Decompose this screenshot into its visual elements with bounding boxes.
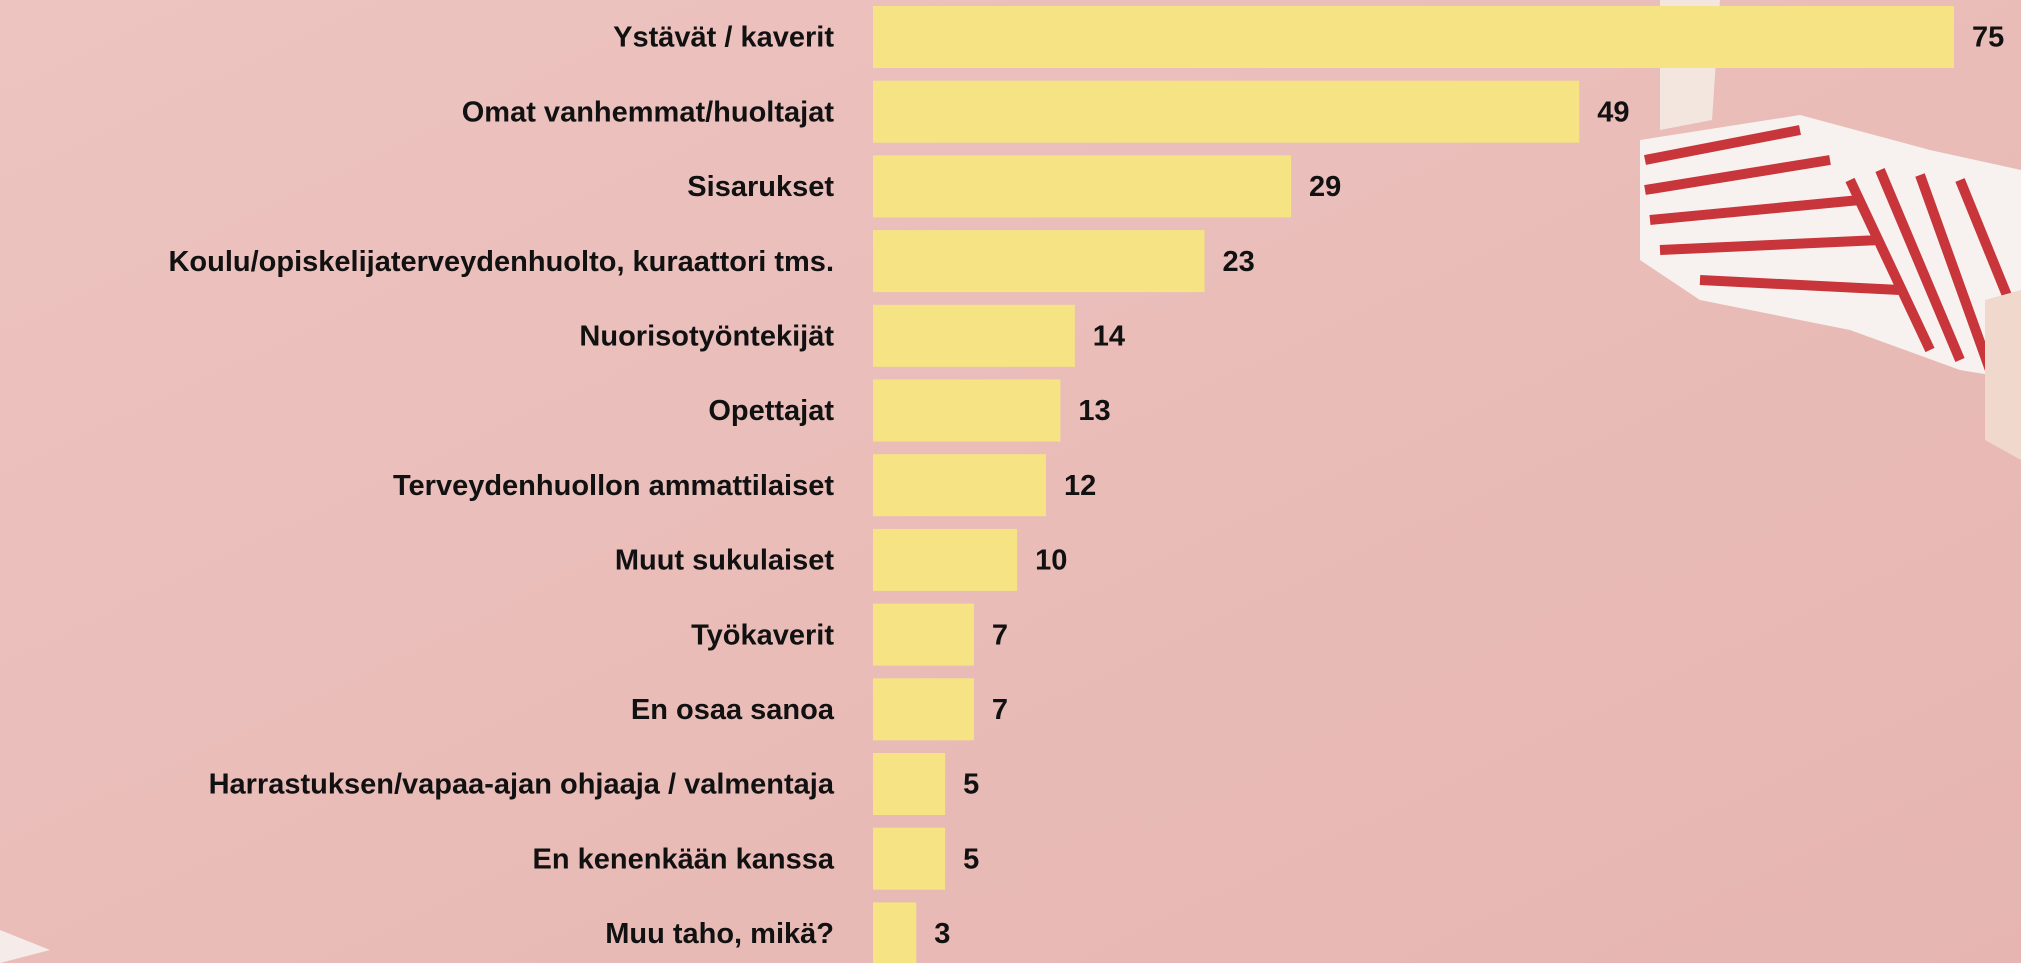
category-label: Työkaverit [691,619,834,651]
value-label: 49 [1597,96,1629,128]
category-label: Sisarukset [687,171,834,203]
bar [873,828,945,890]
bar [873,902,916,963]
bar [873,155,1291,217]
category-label: Harrastuksen/vapaa-ajan ohjaaja / valmen… [209,769,835,801]
category-label: Nuorisotyöntekijät [579,320,834,352]
category-label: Muu taho, mikä? [605,918,834,950]
value-label: 7 [992,619,1008,651]
bar [873,6,1954,68]
bar [873,81,1579,143]
bar [873,305,1075,367]
bar [873,230,1205,292]
value-label: 12 [1064,470,1096,502]
value-label: 10 [1035,545,1067,577]
value-label: 3 [934,918,950,950]
category-label: Opettajat [708,395,834,427]
category-label: Omat vanhemmat/huoltajat [462,96,835,128]
bar [873,380,1060,442]
chart: Ystävät / kaverit75Omat vanhemmat/huolta… [0,0,2021,963]
value-label: 23 [1223,246,1255,278]
value-label: 5 [963,769,979,801]
category-label: Muut sukulaiset [615,545,834,577]
category-label: Ystävät / kaverit [613,22,834,54]
value-label: 14 [1093,320,1125,352]
bar [873,604,974,666]
bar [873,678,974,740]
category-label: En kenenkään kanssa [533,843,835,875]
category-label: Koulu/opiskelijaterveydenhuolto, kuraatt… [168,246,834,278]
category-label: Terveydenhuollon ammattilaiset [393,470,834,502]
bar [873,454,1046,516]
category-label: En osaa sanoa [631,694,835,726]
bar [873,529,1017,591]
value-label: 5 [963,843,979,875]
value-label: 29 [1309,171,1341,203]
value-label: 75 [1972,22,2004,54]
bar [873,753,945,815]
value-label: 7 [992,694,1008,726]
page: Ystävät / kaverit75Omat vanhemmat/huolta… [0,0,2021,963]
value-label: 13 [1078,395,1110,427]
